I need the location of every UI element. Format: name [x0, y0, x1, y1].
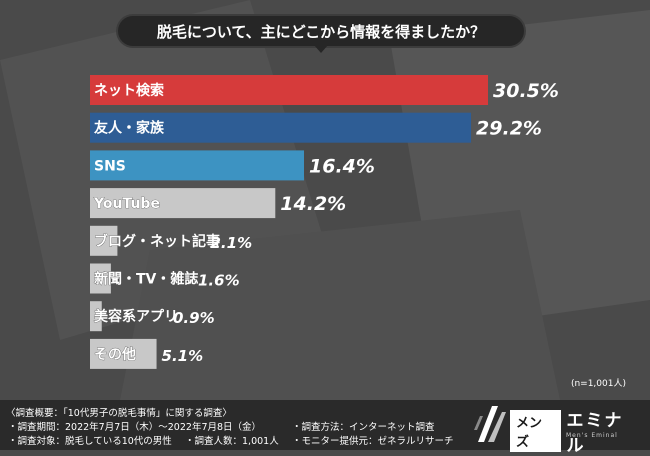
- bar-6: [90, 301, 102, 332]
- logo-main: エミナル: [566, 411, 624, 456]
- survey-count: ・調査人数：1,001人: [185, 436, 279, 447]
- category-label: 美容系アプリ: [94, 308, 178, 325]
- bar-4: [90, 225, 118, 256]
- bar-1: [90, 112, 472, 143]
- bar-0: [90, 75, 488, 105]
- value-label: 5.1%: [162, 347, 204, 365]
- category-label: その他: [94, 346, 136, 363]
- brand-logo: メンズ エミナル Men's Eminal: [470, 402, 642, 456]
- bar-2: [90, 150, 305, 181]
- survey-period: ・調査期間：2022年7月7日（木）〜2022年7月8日（金）: [8, 422, 262, 433]
- stripe-logo-icon: [474, 406, 506, 442]
- bar-chart: ネット検索 30.5% 友人・家族 29.2% SNS 16.4% YouTube 14.2%…: [90, 75, 559, 369]
- survey-target: ・調査対象：脱毛している10代の男性: [8, 436, 172, 447]
- category-label: ネット検索: [94, 82, 164, 99]
- value-label: 0.9%: [173, 309, 215, 327]
- category-label: ブログ・ネット記事: [94, 233, 220, 250]
- title-pointer: [314, 45, 328, 53]
- bar-5: [90, 263, 111, 294]
- category-label: SNS: [94, 158, 126, 174]
- value-label: 30.5%: [493, 80, 559, 102]
- category-label: 友人・家族: [94, 120, 165, 137]
- category-label: YouTube: [93, 196, 160, 212]
- bar-7: [90, 338, 157, 369]
- category-label: 新聞・TV・雑誌: [94, 271, 198, 288]
- value-label: 29.2%: [476, 118, 542, 140]
- value-label: 16.4%: [309, 155, 375, 177]
- bar-3: [90, 188, 276, 219]
- monitor-provider: ・モニター提供元：ゼネラルリサーチ: [292, 436, 454, 447]
- sample-size-note: (n=1,001人): [570, 379, 626, 389]
- value-label: 2.1%: [211, 234, 253, 252]
- logo-wordmark: メンズ エミナル: [510, 406, 642, 456]
- survey-overview: 〈調査概要：「10代男子の脱毛事情」に関する調査〉: [6, 408, 232, 419]
- logo-prefix: メンズ: [510, 410, 561, 452]
- value-label: 14.2%: [280, 193, 346, 215]
- survey-method: ・調査方法：インターネット調査: [292, 422, 435, 433]
- value-label: 1.6%: [198, 272, 240, 290]
- chart-title: 脱毛について、主にどこから情報を得ましたか？: [118, 16, 524, 46]
- logo-subtitle: Men's Eminal: [566, 432, 618, 439]
